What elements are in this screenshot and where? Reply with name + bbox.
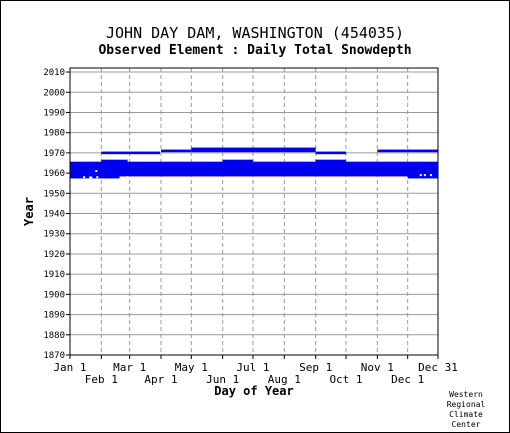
- credit-block: Western Regional Climate Center: [436, 390, 496, 430]
- data-bar: [70, 175, 90, 179]
- x-tick-label: Dec 31: [418, 361, 458, 374]
- data-bar: [222, 159, 253, 163]
- x-tick-label: Jul 1: [236, 361, 269, 374]
- y-tick-label: 2000: [43, 88, 65, 98]
- y-tick-label: 1880: [43, 331, 65, 341]
- data-bar: [70, 171, 438, 175]
- data-bar: [70, 167, 438, 171]
- x-tick-label: Apr 1: [144, 373, 177, 386]
- x-tick-label: Jan 1: [53, 361, 86, 374]
- y-tick-label: 1980: [43, 129, 65, 139]
- y-tick-label: 1900: [43, 290, 65, 300]
- chart-subtitle: Observed Element : Daily Total Snowdepth: [98, 43, 412, 58]
- data-bar: [101, 151, 160, 155]
- data-bar: [70, 165, 438, 169]
- data-bar: [377, 149, 438, 153]
- data-bar: [407, 175, 438, 179]
- credit-line: Center: [451, 420, 481, 429]
- x-tick-label: Aug 1: [268, 373, 301, 386]
- data-gap-mark: [96, 176, 99, 179]
- credit-line: Western: [449, 390, 483, 399]
- data-bar: [191, 147, 316, 151]
- data-gap-mark: [423, 174, 426, 177]
- y-tick-label: 1940: [43, 210, 65, 220]
- data-gap-mark: [429, 174, 432, 177]
- data-gap-mark: [419, 174, 422, 177]
- data-bar: [70, 161, 438, 165]
- y-tick-label: 1870: [43, 351, 65, 361]
- y-tick-label: 1930: [43, 230, 65, 240]
- y-tick-label: 1960: [43, 169, 65, 179]
- y-tick-label: 1970: [43, 149, 65, 159]
- plot-border: [69, 67, 439, 356]
- data-bar: [191, 149, 316, 153]
- x-tick-label: Nov 1: [361, 361, 394, 374]
- x-axis-label: Day of Year: [214, 384, 293, 398]
- data-gap-mark: [126, 176, 129, 179]
- data-bar: [92, 175, 120, 179]
- y-tick-label: 2010: [43, 68, 65, 78]
- data-bar: [70, 169, 438, 173]
- credit-line: Regional: [446, 400, 486, 409]
- y-tick-label: 1950: [43, 189, 65, 199]
- chart-title: JOHN DAY DAM, WASHINGTON (454035): [105, 24, 404, 42]
- x-tick-label: Sep 1: [299, 361, 332, 374]
- data-bar: [315, 151, 346, 155]
- x-tick-label: Feb 1: [85, 373, 118, 386]
- y-tick-label: 1890: [43, 311, 65, 321]
- y-tick-label: 1910: [43, 270, 65, 280]
- x-tick-label: Dec 1: [391, 373, 424, 386]
- data-bar: [70, 163, 438, 167]
- data-gap-mark: [83, 176, 86, 179]
- y-tick-label: 1920: [43, 250, 65, 260]
- y-tick-label: 1990: [43, 108, 65, 118]
- x-tick-label: May 1: [175, 361, 208, 374]
- data-bar: [101, 159, 128, 163]
- credit-line: Climate: [449, 410, 483, 419]
- data-bar: [70, 173, 438, 177]
- data-bar: [160, 149, 192, 153]
- x-tick-label: Oct 1: [329, 373, 362, 386]
- data-gap-mark: [95, 170, 98, 173]
- y-axis-label: Year: [22, 197, 36, 226]
- x-tick-label: Mar 1: [113, 361, 146, 374]
- data-bar: [315, 159, 346, 163]
- x-tick-label: Jun 1: [206, 373, 239, 386]
